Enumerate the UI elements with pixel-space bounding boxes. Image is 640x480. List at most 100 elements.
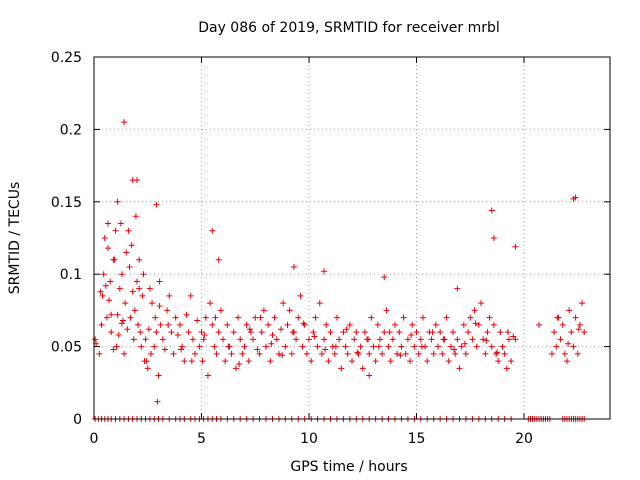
data-point xyxy=(494,349,501,356)
data-point xyxy=(375,343,382,350)
data-point xyxy=(269,332,276,339)
data-point xyxy=(140,271,147,278)
data-point xyxy=(179,343,186,350)
data-point xyxy=(124,326,131,333)
data-point xyxy=(400,314,407,321)
data-point xyxy=(372,358,379,365)
y-tick-label: 0.05 xyxy=(51,340,82,356)
data-point xyxy=(536,321,543,328)
data-point xyxy=(385,343,392,350)
data-point xyxy=(108,311,115,318)
data-point xyxy=(275,350,282,357)
data-point xyxy=(303,350,310,357)
data-point xyxy=(480,336,487,343)
data-point xyxy=(490,235,497,241)
data-point xyxy=(456,365,463,372)
data-point xyxy=(129,288,136,295)
data-point xyxy=(374,321,381,328)
data-point xyxy=(351,336,358,343)
data-point xyxy=(473,343,480,350)
data-point xyxy=(165,321,172,328)
data-point xyxy=(336,336,343,343)
data-point xyxy=(237,336,244,343)
data-point xyxy=(239,350,246,357)
data-point xyxy=(280,300,287,307)
data-point xyxy=(102,282,109,289)
x-tick-label: 20 xyxy=(515,431,533,447)
data-point xyxy=(321,336,328,343)
data-point xyxy=(155,372,162,379)
data-point xyxy=(332,343,339,350)
data-point xyxy=(121,119,128,126)
data-point xyxy=(267,358,274,365)
data-point xyxy=(581,329,588,336)
data-point xyxy=(301,321,308,328)
data-point xyxy=(418,343,425,350)
data-point xyxy=(383,307,390,314)
data-point xyxy=(149,300,156,307)
data-point xyxy=(497,329,504,336)
data-point xyxy=(245,358,252,365)
data-point xyxy=(579,300,586,307)
data-point xyxy=(135,321,142,328)
data-point xyxy=(166,292,173,299)
data-point xyxy=(452,350,459,357)
data-point xyxy=(271,314,278,321)
y-tick-label: 0.25 xyxy=(51,50,82,66)
data-point xyxy=(123,249,130,256)
data-point xyxy=(118,320,125,327)
data-point xyxy=(217,307,224,314)
data-point xyxy=(225,343,232,350)
data-point xyxy=(370,343,377,350)
data-point xyxy=(297,292,304,299)
data-point xyxy=(201,332,208,339)
data-point xyxy=(484,329,491,336)
data-point xyxy=(512,243,519,250)
data-point xyxy=(144,365,151,372)
data-point xyxy=(96,350,103,357)
y-tick-label: 0.15 xyxy=(51,195,82,211)
data-point xyxy=(168,329,175,336)
data-point xyxy=(572,194,579,201)
data-point xyxy=(331,350,338,357)
data-point xyxy=(295,314,302,321)
data-point xyxy=(445,358,452,365)
data-point xyxy=(429,329,436,336)
data-point xyxy=(327,329,334,336)
data-point xyxy=(397,352,404,359)
data-point xyxy=(366,372,373,379)
data-point xyxy=(196,343,203,350)
data-point xyxy=(104,220,111,227)
data-point xyxy=(564,358,570,365)
data-point xyxy=(398,343,405,350)
data-point xyxy=(263,343,269,350)
data-point xyxy=(359,365,366,372)
data-point xyxy=(104,245,111,252)
data-point xyxy=(220,336,226,343)
data-point xyxy=(228,350,235,357)
data-point xyxy=(224,321,231,328)
data-point xyxy=(236,360,243,367)
data-point xyxy=(278,326,285,333)
data-point xyxy=(265,321,272,328)
data-point xyxy=(127,314,134,321)
data-point xyxy=(344,350,351,357)
data-point xyxy=(387,358,394,365)
data-point xyxy=(428,336,435,343)
data-point xyxy=(462,350,469,357)
data-point xyxy=(128,242,135,249)
data-point xyxy=(570,343,577,350)
data-point xyxy=(188,358,195,365)
data-point xyxy=(114,311,121,318)
data-point xyxy=(247,329,254,336)
data-point xyxy=(177,321,183,328)
data-point xyxy=(293,336,300,343)
data-point xyxy=(250,336,257,343)
data-point xyxy=(183,311,190,318)
data-point xyxy=(132,213,139,220)
grid xyxy=(94,57,610,419)
data-point xyxy=(312,314,319,321)
data-point xyxy=(170,350,177,357)
data-point xyxy=(548,350,555,357)
data-point xyxy=(113,343,120,350)
